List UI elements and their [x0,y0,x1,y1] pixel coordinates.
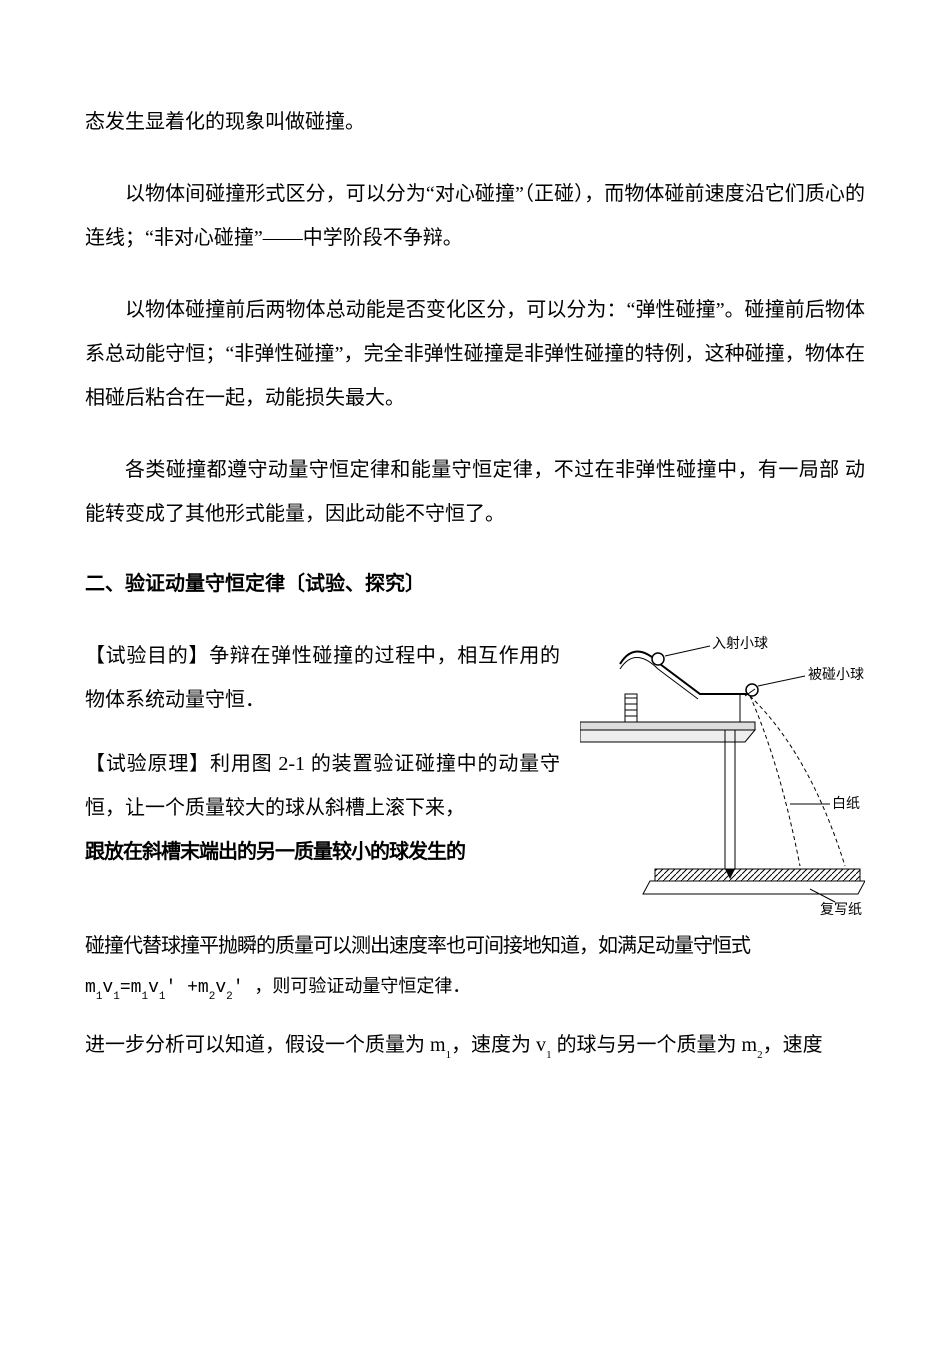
label-carbon-paper: 复写纸 [820,901,862,918]
paragraph-4: 各类碰撞都遵守动量守恒定律和能量守恒定律，不过在非弹性碰撞中，有一局部 动能转变… [85,448,865,536]
paragraph-6a: 【试验原理】利用图 2-1 的装置验证碰撞中的动量守恒，让一个质量较大的球从斜槽… [85,742,560,830]
paragraph-6b: 跟放在斜槽末端出的另一质量较小的球发生的 [85,830,560,874]
momentum-formula: m1v1=m1v1′ +m2v2′ ，则可验证动量守恒定律． [85,972,865,1005]
paragraph-2: 以物体间碰撞形式区分，可以分为“对心碰撞”（正碰），而物体碰前速度沿它们质心的连… [85,172,865,260]
label-incident-ball: 入射小球 [712,636,768,652]
section-heading: 二、验证动量守恒定律〔试验、探究〕 [85,564,865,604]
label-target-ball: 被碰小球 [808,667,864,683]
paragraph-6c: 碰撞代替球撞平抛瞬的质量可以测出速度率也可间接地知道，如满足动量守恒式 [85,924,865,968]
document-page: 态发生显着化的现象叫做碰撞。 以物体间碰撞形式区分，可以分为“对心碰撞”（正碰）… [0,0,950,1345]
paragraph-3: 以物体碰撞前后两物体总动能是否变化区分，可以分为：“弹性碰撞”。碰撞前后物体系总… [85,288,865,420]
experiment-figure: 入射小球 被碰小球 白纸 复写纸 [580,634,865,924]
content-row: 【试验目的】争辩在弹性碰撞的过程中，相互作用的物体系统动量守恒． 【试验原理】利… [85,634,865,924]
paragraph-1: 态发生显着化的现象叫做碰撞。 [85,100,865,144]
paragraph-7: 进一步分析可以知道，假设一个质量为 m1，速度为 v1 的球与另一个质量为 m2… [85,1023,865,1067]
label-white-paper: 白纸 [832,796,860,812]
paragraph-5: 【试验目的】争辩在弹性碰撞的过程中，相互作用的物体系统动量守恒． [85,634,560,722]
apparatus-diagram-icon: 入射小球 被碰小球 白纸 复写纸 [580,634,865,924]
content-left: 【试验目的】争辩在弹性碰撞的过程中，相互作用的物体系统动量守恒． 【试验原理】利… [85,634,560,874]
